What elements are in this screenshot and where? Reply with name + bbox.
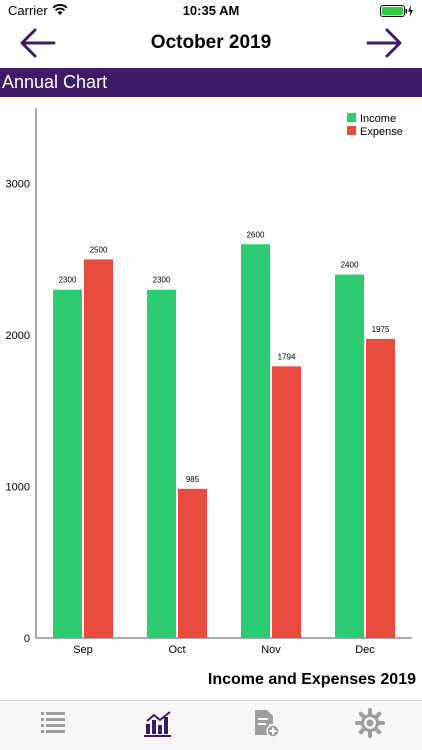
legend-label-expense: Expense bbox=[360, 126, 403, 138]
bar-expense-sep bbox=[84, 259, 113, 638]
tab-bar bbox=[0, 700, 422, 750]
status-time: 10:35 AM bbox=[182, 3, 240, 18]
tab-chart[interactable] bbox=[140, 707, 176, 739]
x-tick-label: Oct bbox=[168, 644, 185, 656]
month-title: October 2019 bbox=[150, 32, 272, 53]
data-label: 1975 bbox=[372, 325, 390, 334]
x-tick-label: Sep bbox=[73, 644, 93, 656]
data-label: 2600 bbox=[247, 230, 265, 239]
gear-icon bbox=[355, 708, 385, 738]
battery-icon bbox=[380, 5, 413, 17]
x-tick-label: Dec bbox=[355, 644, 375, 656]
previous-month-arrow-icon[interactable] bbox=[20, 28, 56, 58]
y-tick-label: 1000 bbox=[6, 482, 30, 494]
y-tick-label: 2000 bbox=[6, 330, 30, 342]
bar-expense-dec bbox=[366, 338, 395, 638]
next-month-arrow-icon[interactable] bbox=[366, 28, 402, 58]
tab-settings[interactable] bbox=[352, 707, 388, 739]
status-bar: Carrier 10:35 AM bbox=[0, 0, 422, 22]
data-label: 1794 bbox=[278, 352, 296, 361]
bar-chart-icon bbox=[144, 711, 171, 737]
y-tick-label: 3000 bbox=[6, 179, 30, 191]
bar-expense-oct bbox=[178, 488, 207, 638]
y-tick-label: 0 bbox=[24, 633, 30, 645]
tab-transactions[interactable] bbox=[35, 707, 71, 739]
bar-income-oct bbox=[147, 289, 176, 638]
legend-label-income: Income bbox=[360, 113, 396, 125]
section-header: Annual Chart bbox=[0, 68, 422, 97]
carrier-label: Carrier bbox=[8, 3, 48, 18]
annual-bar-chart: 0 1000 2000 3000 2300 2500 Sep 2300 985 Oct 2600 17… bbox=[6, 108, 412, 656]
bar-income-sep bbox=[53, 289, 82, 638]
data-label: 2300 bbox=[59, 276, 77, 285]
bar-income-dec bbox=[335, 274, 364, 638]
list-icon bbox=[41, 712, 65, 733]
data-label: 2400 bbox=[341, 261, 359, 270]
x-tick-label: Nov bbox=[261, 644, 281, 656]
legend-swatch-income bbox=[347, 113, 356, 122]
data-label: 2300 bbox=[153, 276, 171, 285]
tab-add-entry[interactable] bbox=[247, 707, 283, 739]
chart-caption: Income and Expenses 2019 bbox=[207, 671, 416, 688]
add-document-icon bbox=[255, 710, 280, 738]
legend-swatch-expense bbox=[347, 126, 356, 135]
nav-bar: October 2019 bbox=[0, 22, 422, 66]
wifi-icon bbox=[52, 4, 68, 15]
bar-expense-nov bbox=[272, 366, 301, 638]
data-label: 985 bbox=[186, 475, 200, 484]
data-label: 2500 bbox=[90, 245, 108, 254]
bar-income-nov bbox=[241, 244, 270, 639]
